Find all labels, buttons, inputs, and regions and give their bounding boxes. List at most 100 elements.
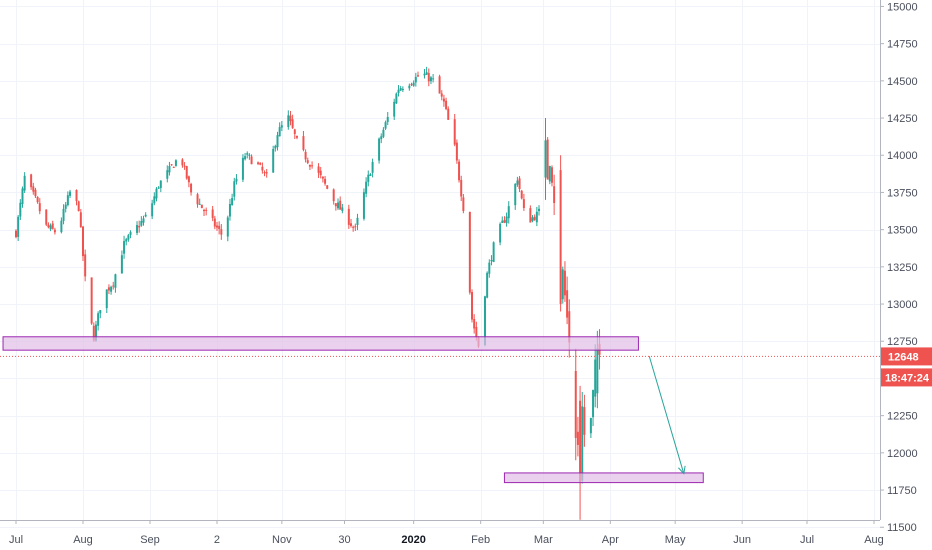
candle-body: [460, 179, 463, 197]
candle-body: [425, 72, 428, 75]
candle-body: [140, 221, 143, 226]
candle-body: [382, 129, 385, 137]
candle-body: [458, 161, 461, 181]
candle-body: [304, 151, 307, 160]
candle-body: [274, 145, 277, 149]
candle-body: [306, 160, 309, 163]
candle-body: [581, 406, 584, 481]
candle-body: [97, 313, 100, 326]
candle-body: [324, 178, 327, 184]
candle-body: [427, 73, 430, 82]
candle-body: [514, 183, 517, 206]
candle-body: [280, 125, 283, 128]
candle-body: [410, 84, 413, 86]
zone-layer: [2, 336, 704, 484]
candle-body: [559, 170, 562, 305]
candle-body: [347, 208, 350, 225]
candle-body: [36, 196, 39, 203]
resistance-zone: [2, 336, 639, 351]
candle-body: [538, 208, 541, 212]
candle-body: [326, 185, 329, 189]
candle-body: [183, 165, 186, 167]
candle-body: [45, 209, 48, 225]
candle-body: [520, 190, 523, 199]
candle-body: [105, 289, 108, 309]
candle-body: [34, 189, 37, 197]
candle-body: [123, 241, 126, 254]
candle-body: [99, 310, 102, 314]
candle-body: [79, 212, 82, 228]
candle-body: [397, 89, 400, 93]
x-tick-label: Feb: [471, 534, 490, 546]
countdown-label: 18:47:24: [885, 372, 930, 384]
candle-body: [522, 199, 525, 209]
candle-body: [15, 230, 17, 238]
candle-body: [589, 417, 592, 434]
price-tags: 12648 18:47:24: [881, 347, 932, 387]
candle-body: [308, 164, 311, 167]
candle-body: [181, 159, 184, 166]
candle-body: [352, 226, 355, 228]
y-axis[interactable]: 15000 14750 14500 14250 14000 13750 13500 13250…: [880, 1, 918, 534]
candle-body: [432, 78, 435, 80]
x-tick-label: Nov: [272, 534, 292, 546]
candle-body: [62, 208, 65, 221]
candle-body: [213, 218, 216, 227]
candle-body: [77, 201, 80, 212]
trend-arrow-head: [678, 465, 686, 475]
candle-body: [378, 138, 381, 161]
trend-arrow-line: [648, 355, 685, 474]
candle-body: [127, 235, 130, 240]
candle-body: [226, 217, 229, 237]
candle-body: [334, 203, 337, 207]
candle-body: [503, 220, 506, 223]
candle-body: [341, 207, 344, 211]
y-tick-label: 13250: [887, 262, 918, 274]
candle-body: [200, 204, 203, 209]
support-zone: [503, 472, 704, 484]
y-tick-label: 14000: [887, 150, 918, 162]
candle-body: [561, 269, 564, 300]
candle-body: [265, 172, 268, 174]
candle-body: [533, 216, 536, 221]
candle-body: [395, 93, 398, 104]
candle-body: [138, 225, 141, 228]
last-price-tag: [881, 347, 932, 366]
candle-body: [380, 136, 383, 140]
candle-body: [60, 220, 63, 233]
candle-body: [276, 135, 279, 148]
x-axis[interactable]: Jul Aug Sep 2 Nov 30 2020 Feb Mar Apr May Jun Jul Aug: [9, 520, 884, 546]
candle-body: [399, 88, 402, 91]
candle-body: [550, 167, 553, 183]
candle-body: [248, 154, 251, 156]
candle-body: [501, 220, 504, 223]
candle-body: [596, 348, 599, 394]
candle-body: [203, 209, 206, 212]
candle-body: [66, 195, 69, 206]
countdown-tag: [881, 368, 932, 387]
x-tick-label: Mar: [534, 534, 553, 546]
candle-body: [92, 325, 95, 341]
candle-body: [32, 186, 35, 192]
candle-body: [592, 390, 595, 418]
candle-body: [371, 161, 374, 173]
candle-body: [490, 260, 493, 262]
candle-body: [168, 166, 171, 173]
candle-body: [136, 225, 139, 233]
x-tick-label: Apr: [602, 534, 619, 546]
candle-body: [354, 226, 357, 228]
candle-body: [486, 272, 489, 298]
candle-body: [529, 208, 532, 223]
candle-body: [21, 188, 24, 204]
candle-body: [125, 239, 128, 242]
candle-body: [319, 170, 322, 176]
candle-body: [507, 206, 510, 219]
candle-body: [302, 136, 305, 150]
y-tick-label: 11500: [887, 522, 917, 534]
y-tick-label: 15000: [887, 1, 918, 13]
candle-body: [144, 214, 147, 217]
candle-body: [157, 187, 160, 189]
candle-body: [544, 140, 547, 178]
